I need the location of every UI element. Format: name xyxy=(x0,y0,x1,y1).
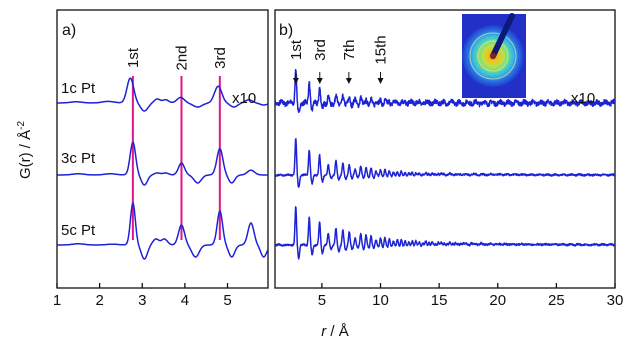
panel-b-x-tick-label: 30 xyxy=(607,292,624,309)
shell-arrowhead-icon xyxy=(377,78,384,84)
y-axis-label: G(r) / Å-2 xyxy=(16,121,34,180)
shell-label: 3rd xyxy=(312,39,329,61)
shell-arrowhead-icon xyxy=(345,78,352,84)
panel-a-x-tick-label: 4 xyxy=(181,292,189,309)
panel-b-x-tick-label: 5 xyxy=(318,292,326,309)
panel-a-x-tick-label: 2 xyxy=(95,292,103,309)
peak-marker-label: 3rd xyxy=(212,47,229,69)
panel-b-x-tick-label: 15 xyxy=(431,292,448,309)
diffraction-ring-pattern-icon xyxy=(462,13,526,98)
panel-a-x-tick-label: 1 xyxy=(53,292,61,309)
x-axis-label: r / Å xyxy=(321,323,349,340)
sample-label: 1c Pt xyxy=(61,80,96,97)
panel-a: a) 1st 2nd 3rd 1c Pt 3c Pt 5c Pt x10 1 2 3 4 5 xyxy=(53,9,269,309)
panel-b-series-line xyxy=(275,206,615,260)
panel-a-x-tick-label: 5 xyxy=(223,292,231,309)
panel-b: b) 1st 3rd 7th 15th x10 5 10 15 20 25 30 xyxy=(274,9,624,309)
panel-b-frame xyxy=(274,9,616,289)
sample-label: 5c Pt xyxy=(61,222,96,239)
panel-b-series-line xyxy=(275,68,615,114)
shell-label: 7th xyxy=(341,40,358,61)
panel-a-scale-note: x10 xyxy=(232,90,256,107)
shell-label: 15th xyxy=(373,35,390,64)
panel-b-series-line xyxy=(275,138,615,188)
panel-a-x-tick-label: 3 xyxy=(138,292,146,309)
panel-a-series-line xyxy=(57,77,268,112)
shell-label: 1st xyxy=(288,39,305,60)
peak-marker-label: 2nd xyxy=(173,45,190,70)
panel-a-series-line xyxy=(57,141,268,186)
sample-label: 3c Pt xyxy=(61,150,96,167)
panel-b-x-tick-label: 10 xyxy=(372,292,389,309)
panel-b-x-tick-label: 20 xyxy=(489,292,506,309)
panel-a-label: a) xyxy=(62,22,76,39)
shell-arrowhead-icon xyxy=(292,78,299,84)
panel-a-frame xyxy=(56,9,269,289)
panel-b-x-tick-label: 25 xyxy=(548,292,565,309)
peak-marker-label: 1st xyxy=(125,47,142,68)
panel-b-scale-note: x10 xyxy=(571,90,595,107)
panel-a-series-line xyxy=(57,202,268,260)
shell-arrowhead-icon xyxy=(316,78,323,84)
panel-b-label: b) xyxy=(279,22,293,39)
